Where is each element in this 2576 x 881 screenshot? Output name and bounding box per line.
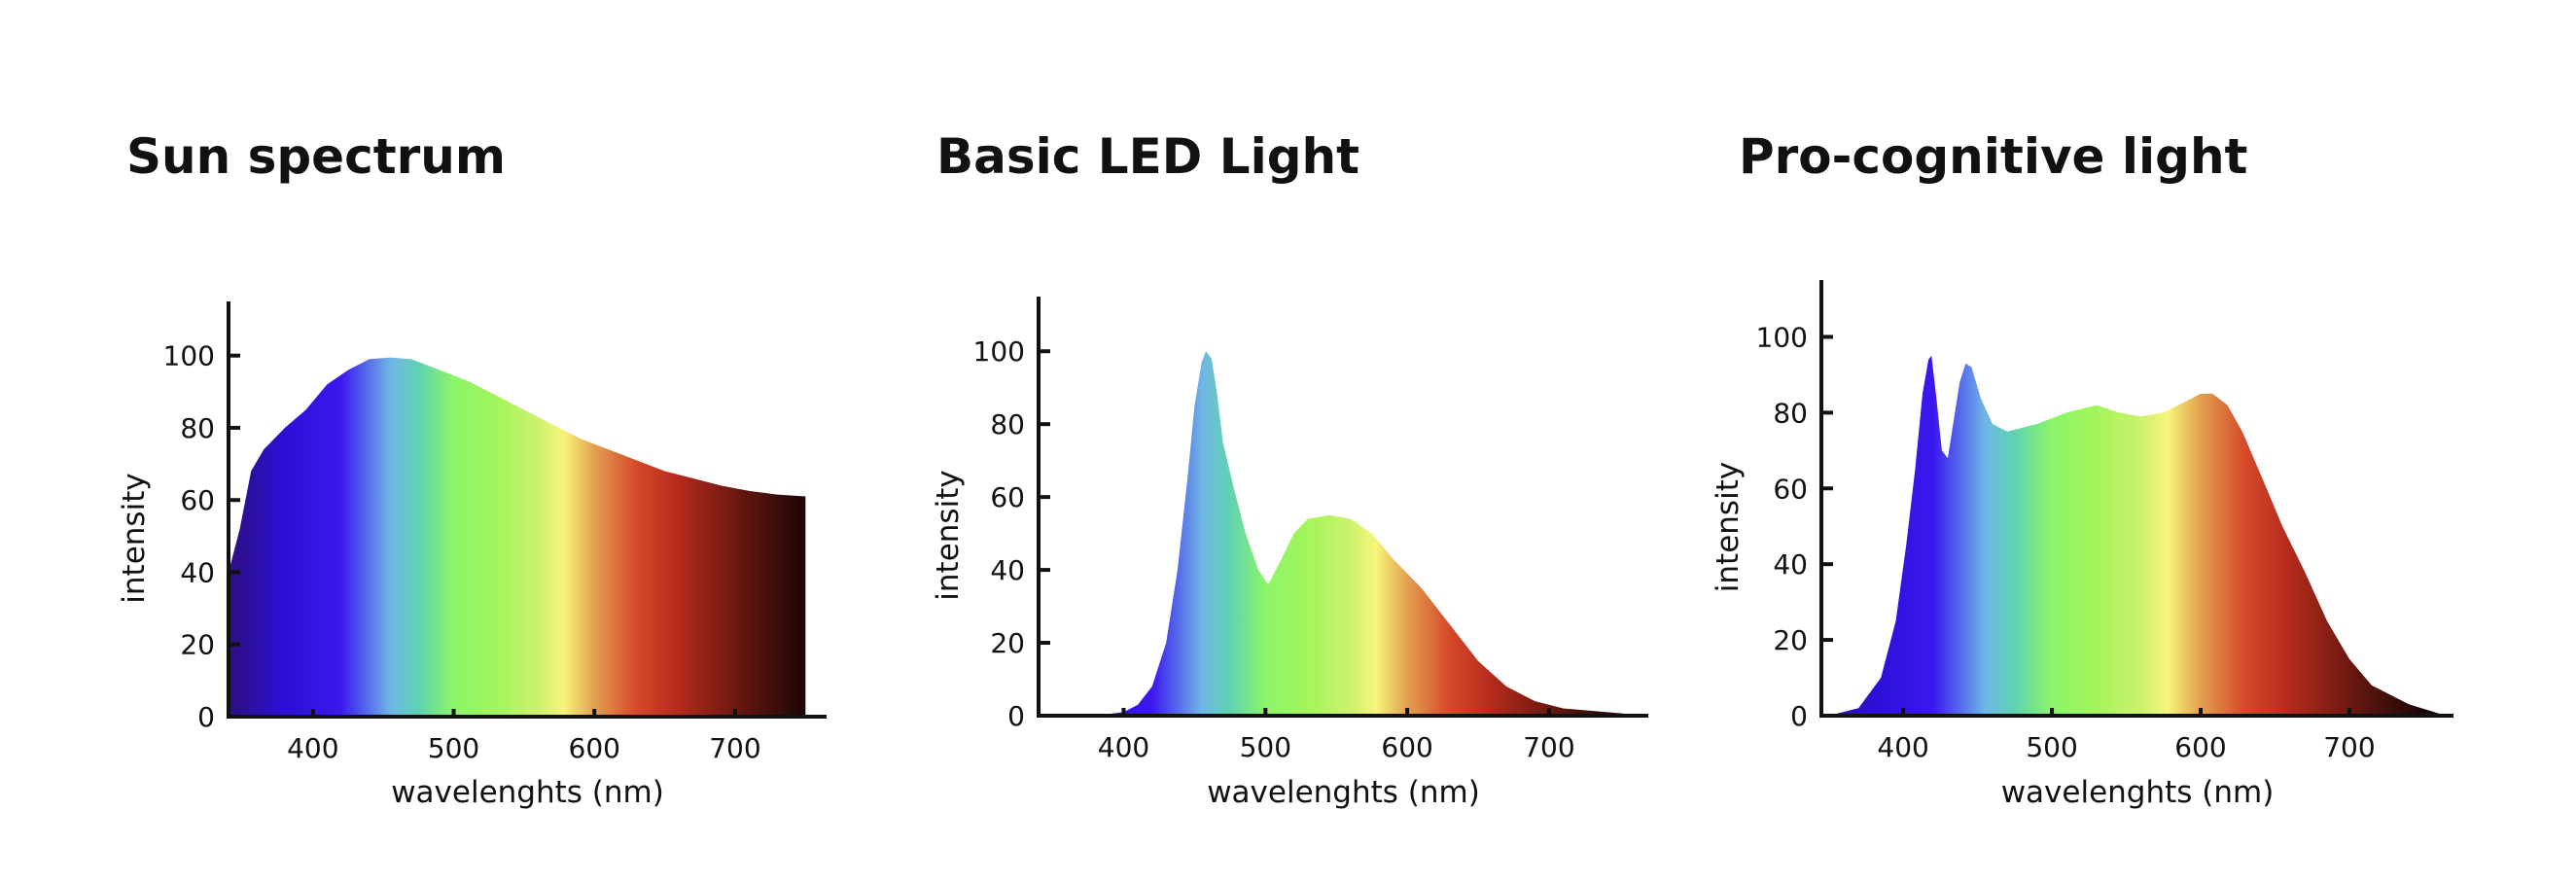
y-tick-label: 20 bbox=[180, 629, 215, 661]
y-tick-label: 40 bbox=[990, 554, 1025, 586]
x-axis-label: wavelenghts (nm) bbox=[1207, 775, 1480, 810]
panel-title: Basic LED Light bbox=[936, 128, 1359, 185]
y-tick-label: 100 bbox=[973, 335, 1025, 368]
x-tick-label: 500 bbox=[1240, 731, 1291, 763]
y-tick-label: 100 bbox=[1756, 321, 1808, 353]
y-tick-label: 20 bbox=[990, 627, 1025, 659]
y-tick-label: 0 bbox=[1007, 700, 1025, 732]
sun-spectrum-plot: 0 20 40 60 80 100 400 500 600 700 wavelenghts (nm)… bbox=[117, 301, 827, 810]
spectrum-area bbox=[1828, 355, 2447, 716]
spectrum-area bbox=[229, 357, 806, 717]
x-tick-label: 700 bbox=[2323, 731, 2375, 763]
x-axis-label: wavelenghts (nm) bbox=[391, 775, 664, 810]
basic-led-plot: 0 20 40 60 80 100 400 500 600 700 wavelenghts (nm)… bbox=[931, 297, 1648, 810]
y-tick-label: 80 bbox=[990, 408, 1025, 440]
x-tick-label: 600 bbox=[569, 732, 620, 764]
x-axis-label: wavelenghts (nm) bbox=[2001, 775, 2275, 810]
y-tick-label: 60 bbox=[990, 481, 1025, 513]
y-tick-label: 60 bbox=[180, 484, 215, 516]
basic-led-panel: Basic LED Light 0 20 40 60 80 100 400 500 600 700… bbox=[931, 128, 1648, 810]
pro-cognitive-panel: Pro-cognitive light 0 20 40 60 80 100 400 500 60… bbox=[1711, 128, 2453, 810]
y-tick-label: 40 bbox=[1773, 548, 1808, 581]
y-tick-label: 80 bbox=[1773, 397, 1808, 429]
x-tick-label: 500 bbox=[2026, 731, 2077, 763]
y-tick-label: 0 bbox=[1790, 700, 1808, 732]
x-tick-label: 400 bbox=[1098, 731, 1149, 763]
spectrum-area bbox=[1039, 351, 1648, 716]
y-tick-label: 0 bbox=[197, 701, 215, 733]
sun-spectrum-panel: Sun spectrum 0 20 40 60 80 100 400 500 600 700 wav… bbox=[117, 128, 827, 810]
x-tick-label: 400 bbox=[1877, 731, 1928, 763]
x-tick-label: 500 bbox=[428, 732, 479, 764]
x-tick-label: 700 bbox=[1523, 731, 1574, 763]
pro-cognitive-plot: 0 20 40 60 80 100 400 500 600 700 wavelenghts (nm)… bbox=[1711, 280, 2453, 810]
x-tick-label: 600 bbox=[2174, 731, 2226, 763]
y-axis-label: intensity bbox=[117, 473, 152, 603]
y-tick-label: 60 bbox=[1773, 473, 1808, 505]
y-axis-label: intensity bbox=[1711, 462, 1746, 592]
x-tick-label: 600 bbox=[1381, 731, 1432, 763]
y-tick-label: 100 bbox=[163, 340, 215, 372]
y-tick-label: 40 bbox=[180, 556, 215, 588]
x-tick-label: 700 bbox=[709, 732, 760, 764]
y-tick-label: 20 bbox=[1773, 624, 1808, 656]
x-tick-label: 400 bbox=[287, 732, 338, 764]
panel-title: Sun spectrum bbox=[126, 128, 506, 185]
y-tick-label: 80 bbox=[180, 412, 215, 444]
panel-title: Pro-cognitive light bbox=[1739, 128, 2247, 185]
y-axis-label: intensity bbox=[931, 470, 966, 600]
